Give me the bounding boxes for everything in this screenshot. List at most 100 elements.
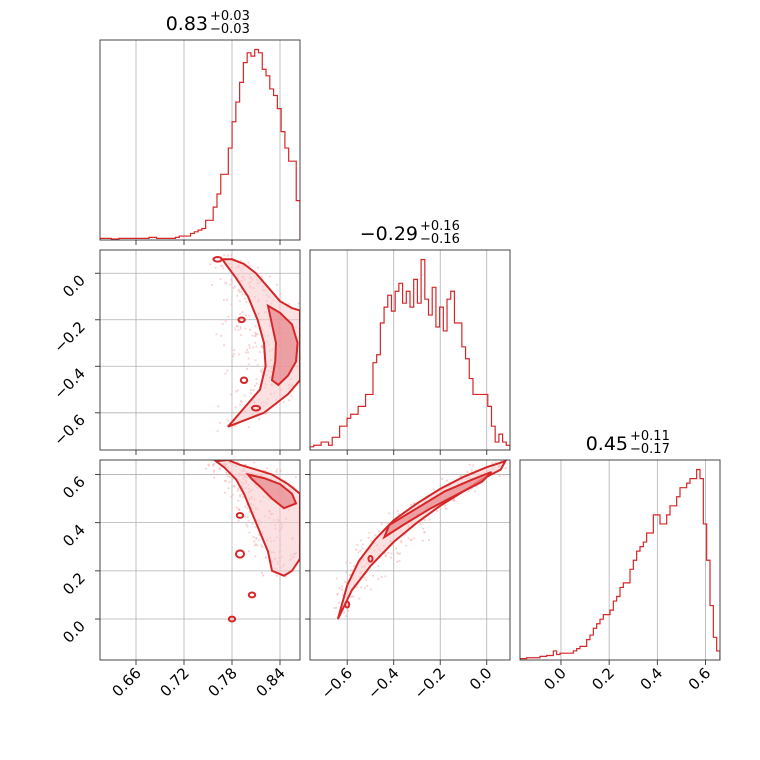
panel-content — [310, 258, 510, 450]
scatter-point — [228, 475, 231, 479]
scatter-point — [363, 586, 367, 590]
scatter-point — [216, 473, 219, 476]
scatter-point — [370, 539, 373, 543]
scatter-point — [441, 477, 444, 480]
scatter-point — [249, 388, 252, 392]
scatter-point — [358, 597, 361, 600]
scatter-point — [255, 382, 258, 385]
scatter-point — [377, 577, 380, 581]
scatter-point — [421, 527, 425, 530]
scatter-point — [228, 480, 231, 484]
y-tick-label: 0.0 — [59, 271, 89, 301]
scatter-point — [237, 289, 240, 293]
x-tick-label: −0.6 — [318, 664, 356, 702]
scatter-point — [407, 537, 410, 540]
scatter-point — [301, 332, 303, 334]
scatter-point — [365, 584, 369, 588]
scatter-point — [224, 320, 227, 323]
scatter-point — [343, 611, 346, 614]
scatter-point — [256, 266, 259, 269]
scatter-point — [245, 523, 248, 526]
scatter-point — [240, 455, 242, 457]
scatter-point — [256, 332, 259, 336]
scatter-point — [254, 526, 257, 529]
scatter-point — [390, 552, 393, 555]
title-plus-0: +0.03 — [210, 9, 250, 24]
x-tick-label: −0.2 — [411, 664, 449, 702]
scatter-point — [248, 314, 251, 317]
scatter-point — [470, 468, 473, 471]
scatter-point — [423, 531, 426, 534]
scatter-point — [333, 606, 336, 609]
scatter-point — [361, 547, 364, 550]
scatter-point — [354, 548, 358, 551]
scatter-point — [290, 395, 293, 398]
scatter-point — [369, 588, 373, 591]
scatter-point — [223, 454, 225, 456]
scatter-point — [249, 328, 252, 331]
x-tick-label: 0.2 — [588, 664, 618, 694]
scatter-point — [344, 614, 347, 618]
scatter-point — [260, 345, 264, 348]
title-minus-2: −0.17 — [630, 442, 670, 457]
x-tick-label: 0.4 — [637, 664, 667, 694]
scatter-point — [233, 352, 236, 356]
scatter-point — [345, 561, 348, 564]
scatter-point — [254, 543, 257, 546]
scatter-point — [225, 471, 228, 475]
scatter-point — [443, 504, 446, 507]
scatter-point — [444, 507, 447, 510]
scatter-point — [258, 539, 261, 542]
scatter-point — [359, 539, 362, 542]
scatter-point — [261, 275, 264, 278]
y-tick-label: 0.4 — [59, 521, 89, 551]
scatter-point — [377, 529, 380, 532]
scatter-point — [301, 557, 303, 559]
scatter-point — [335, 577, 338, 580]
scatter-point — [204, 467, 208, 470]
x-tick-label: 0.0 — [466, 664, 496, 694]
scatter-point — [241, 310, 244, 314]
scatter-point — [419, 522, 422, 525]
scatter-point — [260, 544, 263, 547]
panel-2-1: −0.6 −0.4 −0.2 0.0 — [305, 459, 511, 703]
panel-content — [204, 454, 303, 623]
panel-2-0: 0.66 0.72 0.78 0.84 0.0 0.2 0.4 0.6 — [59, 454, 303, 700]
scatter-point — [377, 564, 380, 567]
scatter-point — [384, 555, 387, 558]
scatter-point — [357, 551, 360, 554]
scatter-point — [361, 543, 365, 546]
scatter-point — [254, 334, 258, 337]
histogram-p1 — [310, 258, 510, 450]
x-tick-label: −0.4 — [364, 664, 402, 702]
scatter-point — [209, 263, 212, 266]
scatter-point — [473, 489, 477, 493]
scatter-point — [232, 355, 235, 358]
scatter-point — [232, 484, 235, 488]
scatter-point — [360, 586, 363, 589]
scatter-point — [338, 587, 341, 590]
scatter-point — [237, 499, 240, 502]
scatter-point — [225, 298, 229, 301]
x-tick-label: 0.72 — [156, 664, 192, 700]
scatter-point — [388, 512, 391, 515]
scatter-point — [207, 464, 211, 467]
scatter-point — [432, 488, 435, 491]
contour-inner — [382, 471, 493, 540]
contour-outer — [336, 460, 508, 620]
contour-island — [237, 316, 246, 324]
scatter-point — [368, 531, 371, 534]
contour-island — [251, 404, 261, 412]
scatter-point — [279, 469, 283, 472]
scatter-point — [247, 519, 250, 522]
panel-frame — [99, 39, 301, 241]
scatter-point — [239, 312, 242, 315]
scatter-point — [445, 479, 448, 482]
scatter-point — [235, 506, 239, 509]
scatter-point — [254, 325, 257, 328]
scatter-point — [236, 324, 239, 328]
scatter-point — [230, 279, 234, 283]
y-tick-label: −0.6 — [50, 411, 88, 449]
scatter-point — [244, 351, 248, 354]
scatter-point — [491, 461, 494, 465]
